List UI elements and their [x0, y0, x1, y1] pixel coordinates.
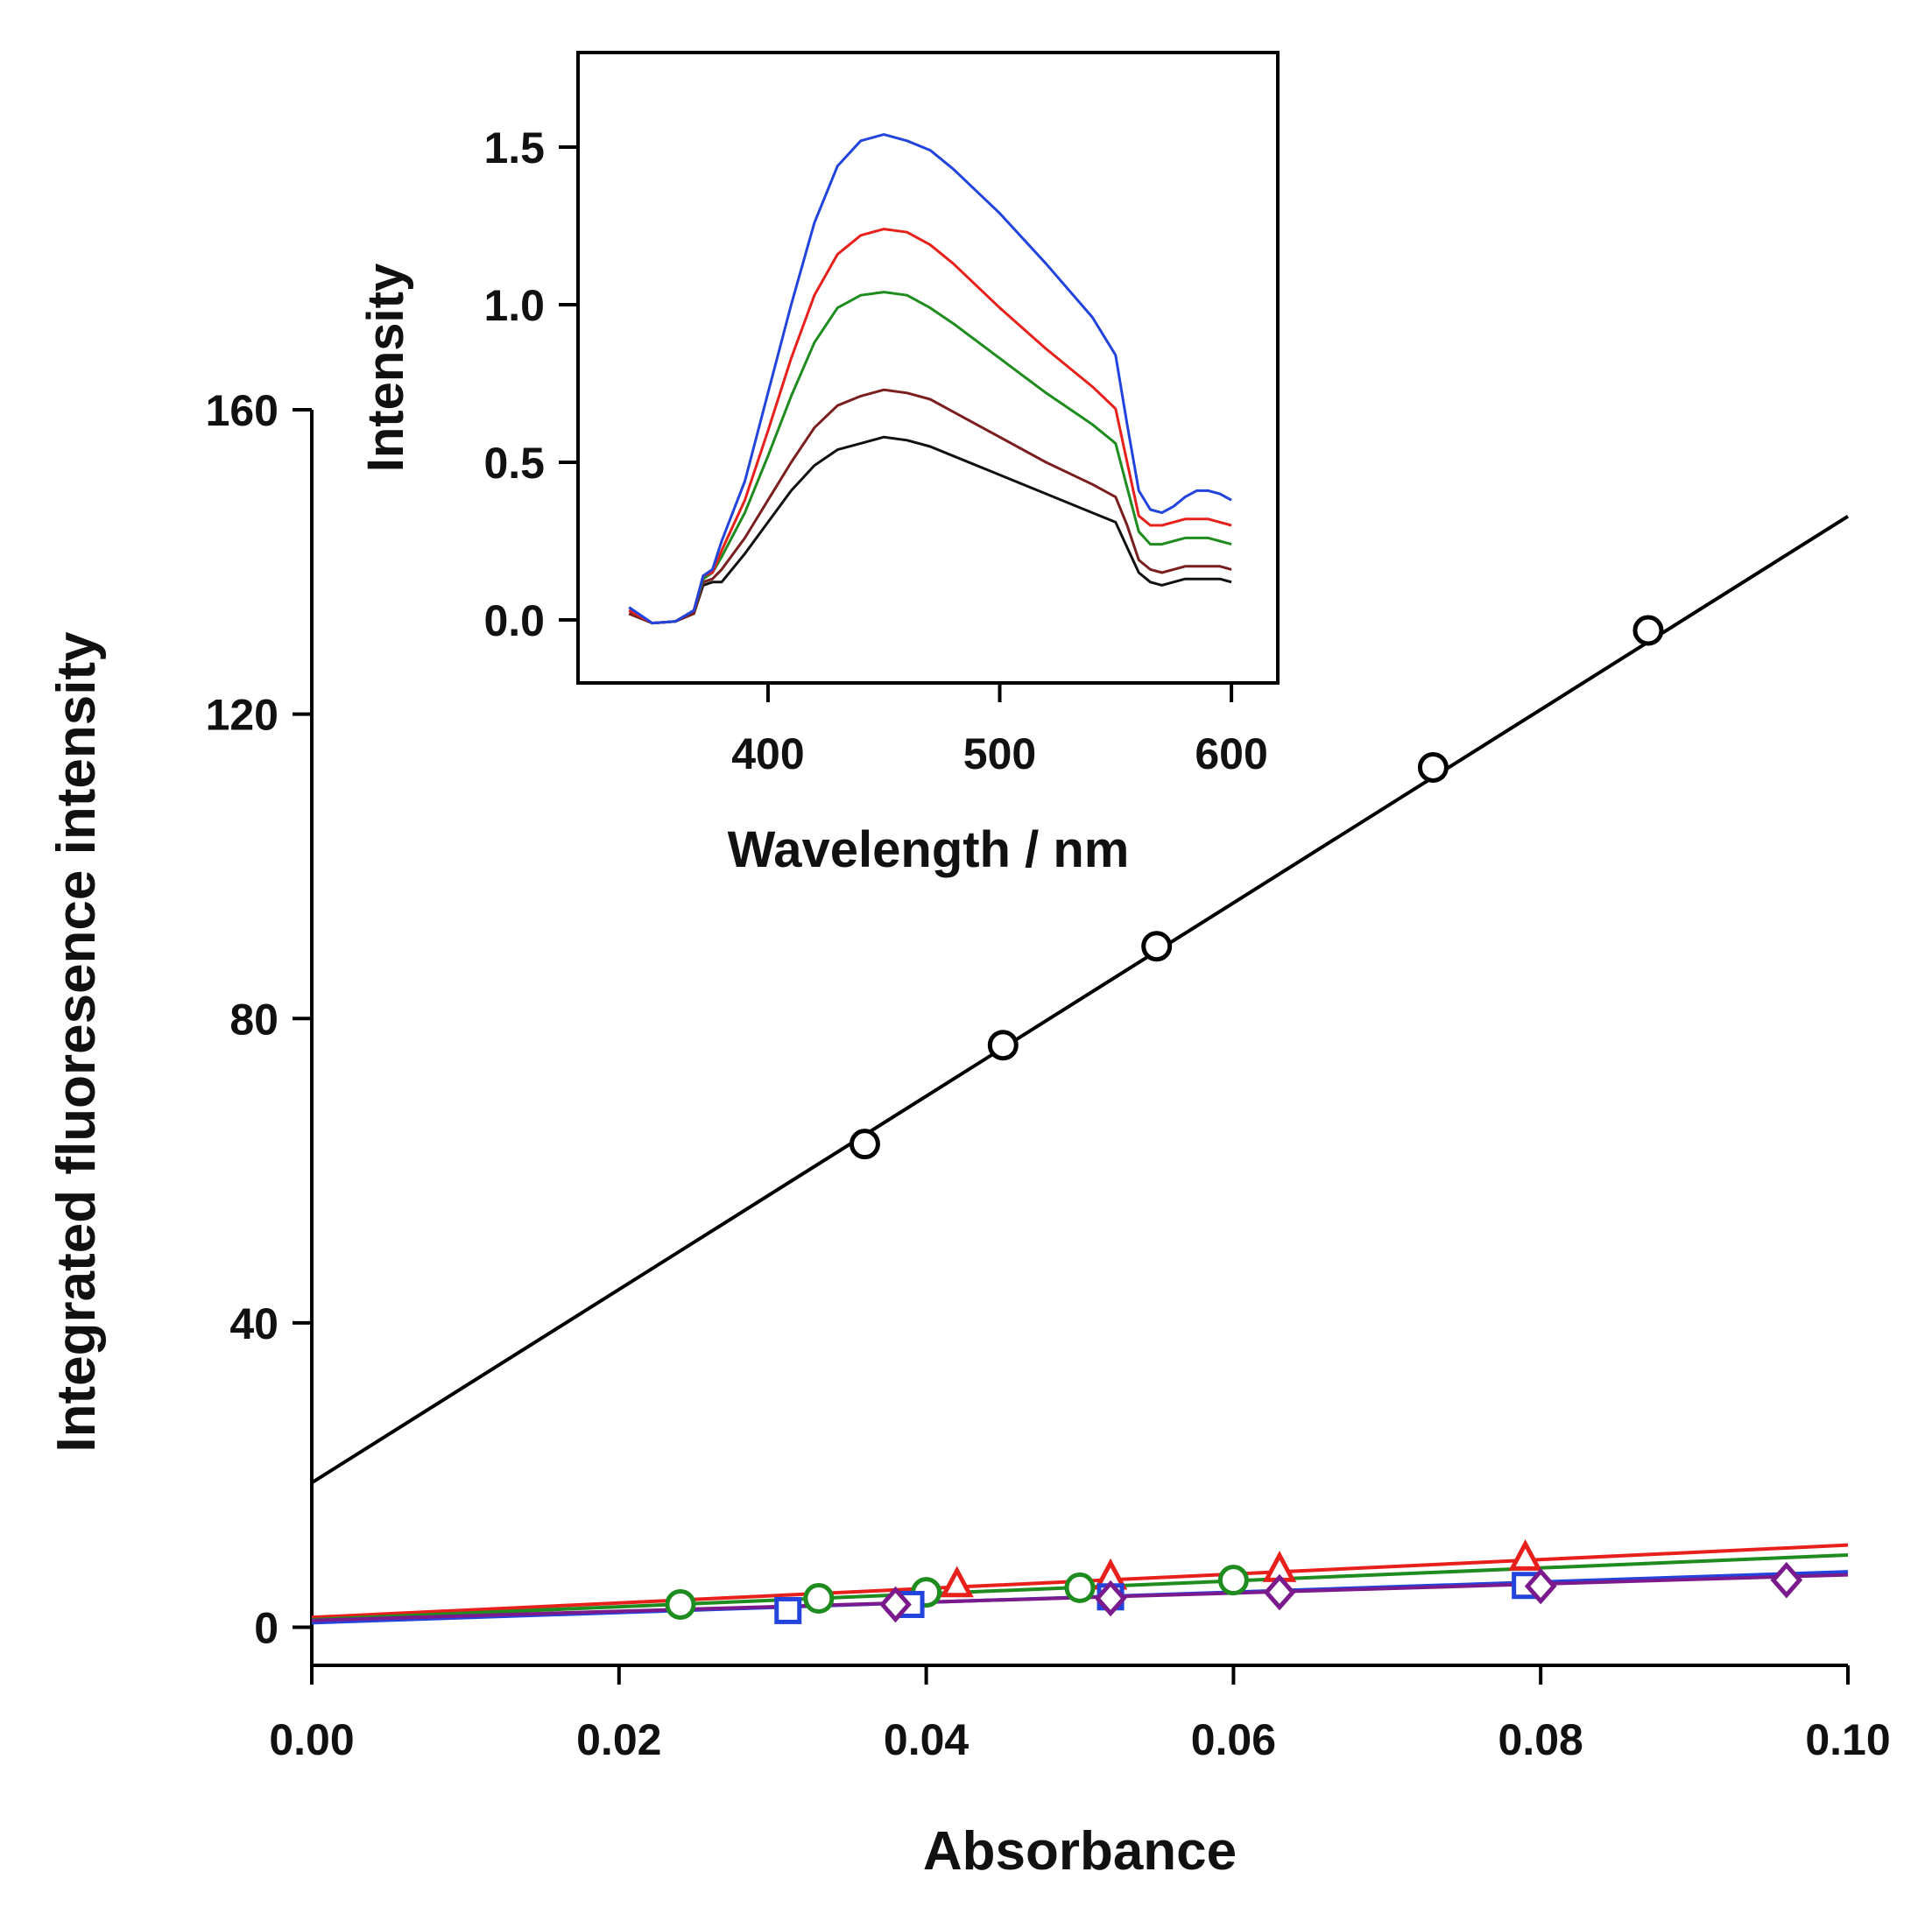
main-xtick-label: 0.08	[1498, 1715, 1583, 1764]
main-ticks	[293, 408, 1850, 1685]
inset-xtick-label: 600	[1195, 729, 1267, 778]
main-ytick-label: 40	[229, 1299, 279, 1348]
inset-spectrum-curve	[628, 388, 1232, 625]
inset-xtick-label: 500	[963, 729, 1036, 778]
main-ytick-label: 80	[229, 995, 279, 1044]
main-chart: 0.00 0.02 0.04 0.06 0.08 0.10 0 40 80 12…	[46, 386, 1891, 1882]
main-x-axis-title: Absorbance	[923, 1821, 1237, 1882]
main-data-point	[1064, 1572, 1096, 1603]
inset-spectrum-curve	[628, 228, 1232, 625]
main-data-point	[879, 1586, 912, 1623]
main-markers	[665, 615, 1803, 1624]
main-data-point	[1524, 1567, 1557, 1605]
main-data-point	[1632, 615, 1664, 646]
main-data-point	[1508, 1539, 1542, 1571]
main-ytick-label: 160	[206, 386, 279, 435]
main-data-point	[1263, 1573, 1296, 1611]
main-xtick-label: 0.02	[576, 1715, 661, 1764]
main-data-point	[849, 1129, 880, 1160]
main-data-point	[803, 1583, 835, 1615]
inset-frame	[576, 51, 1280, 685]
main-data-point	[1770, 1561, 1803, 1599]
main-xtick-label: 0.00	[269, 1715, 354, 1764]
inset-ytick-label: 1.5	[483, 123, 545, 172]
inset-chart: 400 500 600 0.0 0.5 1.0 1.5 Wavelength /…	[357, 51, 1280, 878]
main-fit-line	[310, 514, 1850, 1485]
main-y-axis-title: Integrated fluoresence intensity	[46, 631, 107, 1453]
inset-y-axis-title: Intensity	[357, 264, 414, 473]
inset-curves	[628, 133, 1232, 625]
main-data-point	[1417, 751, 1449, 783]
main-ytick-label: 120	[206, 691, 279, 740]
inset-spectrum-curve	[628, 133, 1232, 625]
inset-ytick-label: 0.0	[483, 596, 545, 645]
inset-ytick-label: 1.0	[483, 281, 545, 330]
inset-ticks	[559, 145, 1234, 702]
main-ytick-label: 0	[254, 1604, 279, 1653]
main-data-point	[987, 1030, 1019, 1061]
main-data-point	[774, 1596, 802, 1624]
inset-xtick-label: 400	[731, 729, 804, 778]
main-xtick-label: 0.10	[1805, 1715, 1890, 1764]
main-data-point	[940, 1566, 974, 1598]
main-data-point	[665, 1588, 696, 1620]
inset-ytick-label: 0.5	[483, 439, 545, 488]
main-data-point	[1141, 931, 1173, 962]
inset-spectrum-curve	[628, 435, 1232, 625]
main-xtick-label: 0.04	[884, 1715, 970, 1764]
main-data-point	[1094, 1580, 1127, 1617]
main-data-point	[1217, 1565, 1249, 1596]
main-xtick-label: 0.06	[1191, 1715, 1276, 1764]
inset-x-axis-title: Wavelength / nm	[728, 821, 1130, 878]
